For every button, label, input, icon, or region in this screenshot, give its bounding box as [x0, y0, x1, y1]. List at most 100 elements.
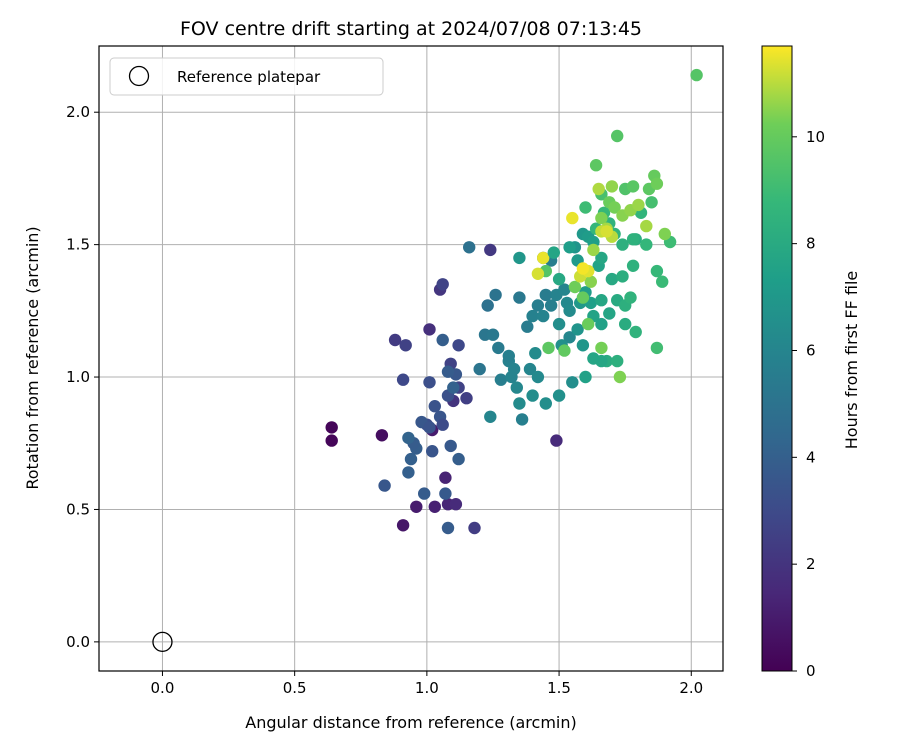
- data-point: [571, 323, 584, 336]
- data-point: [605, 180, 619, 193]
- data-point: [542, 341, 555, 355]
- data-point: [589, 159, 603, 172]
- data-point: [650, 177, 664, 190]
- data-point: [544, 299, 558, 312]
- data-point: [484, 243, 497, 257]
- data-point: [690, 68, 703, 82]
- data-point: [640, 219, 653, 233]
- reference-marker-layer: [152, 631, 173, 653]
- chart-title: FOV centre drift starting at 2024/07/08 …: [180, 18, 642, 40]
- data-point: [558, 283, 571, 296]
- data-point: [558, 344, 571, 357]
- data-point: [428, 400, 441, 413]
- y-axis-ticks: 0.0 0.5 1.0 1.5 2.0: [66, 103, 99, 651]
- data-point: [447, 381, 460, 394]
- data-point: [656, 275, 669, 288]
- data-point: [626, 259, 640, 272]
- x-axis-label: Angular distance from reference (arcmin): [245, 713, 576, 732]
- colorbar-tick-label: 6: [806, 341, 816, 359]
- legend-label: Reference platepar: [177, 68, 321, 86]
- data-point: [611, 129, 624, 143]
- data-point: [523, 362, 537, 376]
- colorbar-tick-label: 4: [806, 448, 816, 466]
- data-point: [529, 347, 542, 360]
- data-point: [595, 317, 608, 331]
- plot-frame: [98, 45, 724, 672]
- data-point: [531, 370, 545, 384]
- data-point: [426, 445, 439, 458]
- data-point: [423, 376, 436, 389]
- data-point: [650, 341, 664, 355]
- data-point: [626, 180, 640, 193]
- data-point: [645, 196, 658, 209]
- data-point: [449, 498, 463, 511]
- data-point: [539, 397, 552, 410]
- data-point: [595, 211, 608, 225]
- reference-platepar-marker: [152, 631, 173, 653]
- y-tick-label: 0.0: [66, 633, 90, 651]
- data-point: [552, 389, 566, 402]
- data-point: [550, 434, 563, 447]
- data-point: [566, 376, 579, 389]
- data-point: [396, 519, 410, 532]
- data-point: [402, 431, 415, 445]
- colorbar-label: Hours from first FF file: [842, 271, 861, 450]
- data-point: [619, 317, 632, 331]
- data-point: [452, 339, 465, 352]
- data-point: [605, 272, 619, 286]
- data-points: [325, 68, 703, 535]
- data-point: [531, 299, 545, 312]
- data-point: [484, 410, 497, 423]
- data-point: [507, 362, 521, 376]
- data-point: [481, 299, 494, 312]
- x-tick-label: 2.0: [679, 679, 703, 697]
- data-point: [468, 521, 481, 535]
- data-point: [473, 362, 486, 376]
- data-point: [486, 328, 500, 341]
- data-point: [396, 373, 410, 386]
- data-point: [552, 272, 566, 286]
- data-point: [460, 392, 473, 405]
- data-point: [388, 333, 402, 347]
- x-tick-label: 1.5: [547, 679, 571, 697]
- data-point: [579, 201, 592, 214]
- data-point: [510, 381, 523, 394]
- x-tick-label: 0.0: [151, 679, 175, 697]
- colorbar-tick-label: 8: [806, 235, 816, 253]
- data-point: [441, 365, 455, 378]
- data-point: [640, 238, 653, 251]
- data-point: [539, 288, 552, 302]
- data-point: [521, 320, 534, 333]
- data-point: [439, 487, 452, 500]
- data-point: [650, 264, 664, 278]
- data-point: [436, 278, 449, 291]
- legend-marker: [128, 65, 150, 87]
- data-point: [399, 339, 412, 352]
- data-point: [658, 227, 671, 241]
- data-point: [436, 418, 449, 431]
- data-point: [568, 280, 582, 294]
- data-point: [515, 413, 529, 426]
- data-point: [587, 243, 600, 257]
- data-point: [632, 198, 645, 212]
- data-point: [513, 291, 526, 304]
- data-point: [441, 521, 455, 535]
- y-tick-label: 2.0: [66, 103, 90, 121]
- data-point: [595, 294, 608, 307]
- y-tick-label: 1.5: [66, 236, 90, 254]
- data-point: [537, 309, 550, 323]
- colorbar: [761, 45, 793, 672]
- data-point: [566, 211, 579, 225]
- colorbar-ticks: 0 2 4 6 8 10: [792, 128, 825, 680]
- data-point: [423, 421, 436, 434]
- colorbar-tick-label: 2: [806, 555, 816, 573]
- data-point: [513, 251, 526, 265]
- data-point: [608, 201, 621, 214]
- data-point: [494, 373, 508, 386]
- data-point: [592, 182, 605, 196]
- data-point: [502, 349, 515, 363]
- data-point: [600, 225, 613, 238]
- data-point: [439, 471, 452, 484]
- legend-box: [109, 57, 384, 96]
- data-point: [552, 317, 566, 331]
